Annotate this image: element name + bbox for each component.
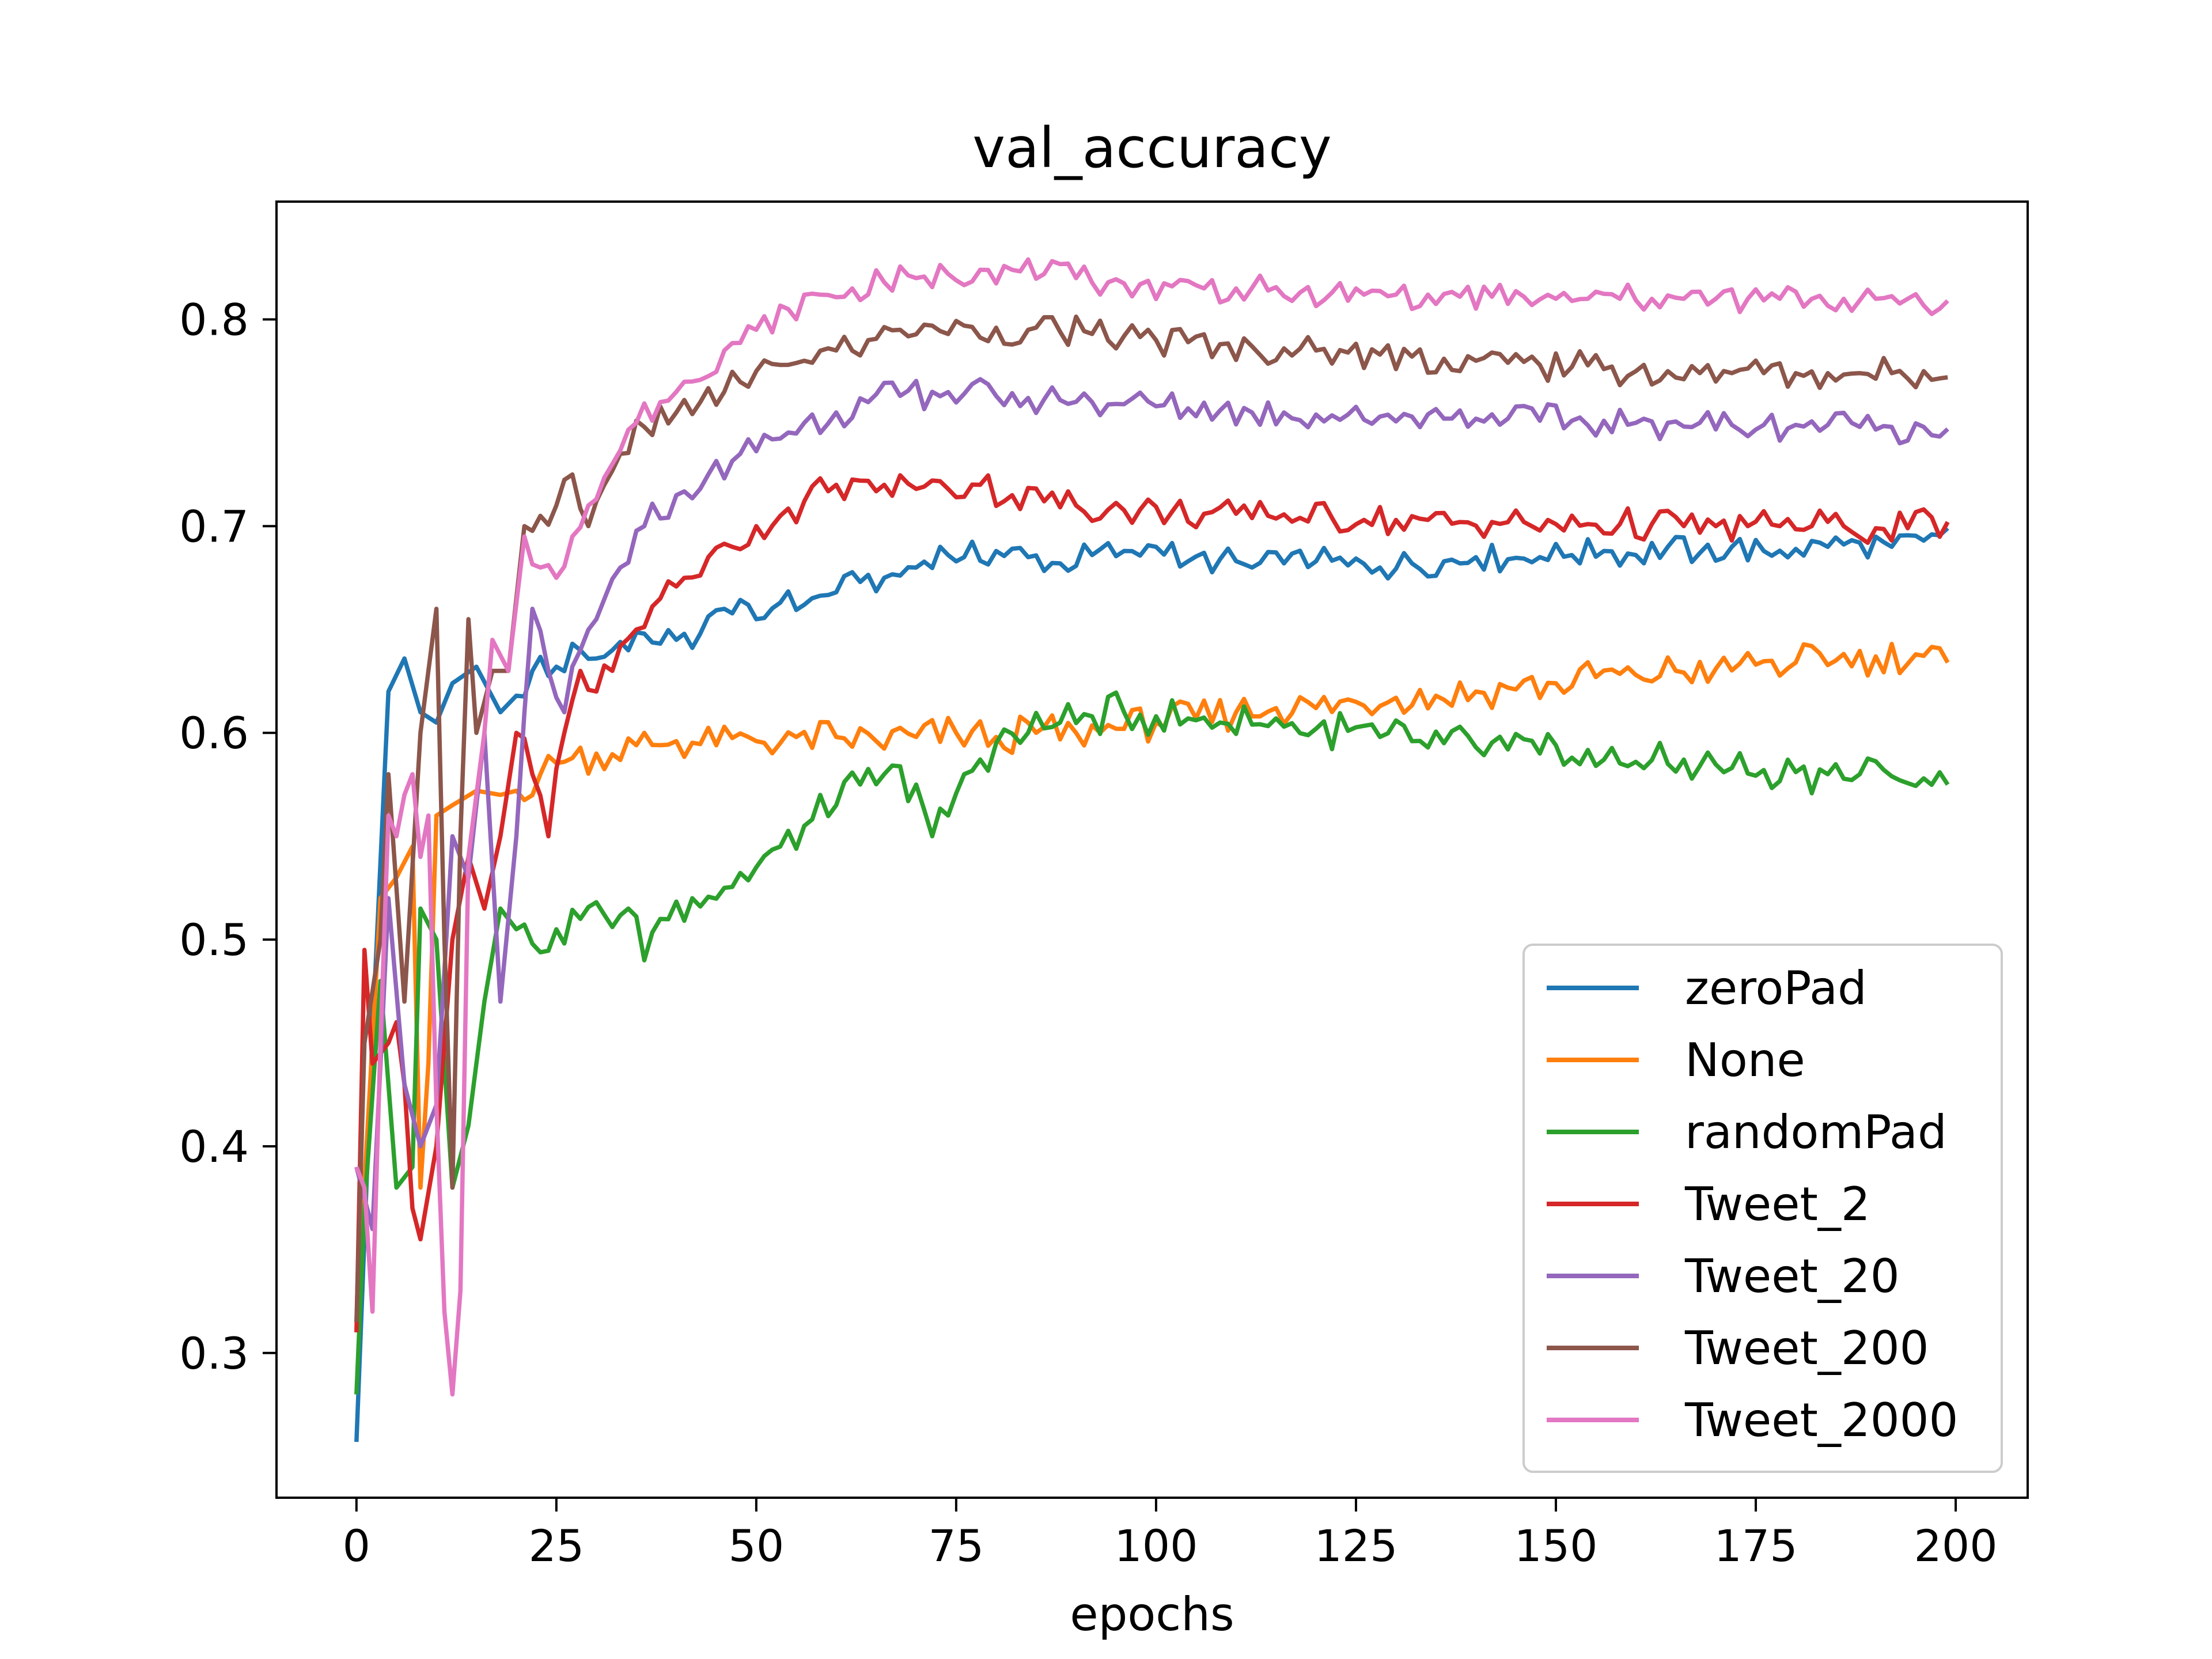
y-tick-label: 0.5 — [179, 914, 249, 965]
series-line-tweet-200 — [354, 314, 1948, 1323]
x-tick-label: 150 — [1514, 1520, 1597, 1571]
y-tick-label: 0.3 — [179, 1328, 249, 1379]
x-tick-label: 0 — [343, 1520, 370, 1571]
series-line-randompad — [354, 690, 1950, 1395]
legend-label: Tweet_2000 — [1684, 1393, 1958, 1447]
series-line-tweet-20 — [354, 377, 1949, 1232]
plot-area — [354, 257, 1950, 1442]
x-axis-label: epochs — [1070, 1588, 1234, 1641]
y-tick-label: 0.8 — [179, 294, 249, 346]
y-axis: 0.3 0.4 0.5 0.6 0.7 0.8 — [179, 294, 276, 1379]
plot-frame — [275, 200, 2029, 1499]
series-line-tweet-2000 — [354, 257, 1949, 1397]
legend-label: Tweet_200 — [1684, 1321, 1929, 1375]
x-tick-label: 100 — [1114, 1520, 1198, 1571]
x-tick-label: 75 — [929, 1520, 984, 1571]
legend: zeroPad None randomPad Tweet_2 Tweet_20 Tweet… — [1522, 944, 2003, 1473]
x-tick-label: 125 — [1314, 1520, 1397, 1571]
y-tick-label: 0.7 — [179, 501, 249, 552]
y-tick-label: 0.4 — [179, 1121, 249, 1172]
legend-box — [1522, 944, 2003, 1473]
x-tick-label: 200 — [1914, 1520, 1998, 1571]
legend-label: zeroPad — [1685, 961, 1867, 1015]
legend-label: Tweet_2 — [1684, 1177, 1870, 1231]
series-line-tweet-2 — [354, 473, 1950, 1332]
x-tick-label: 175 — [1714, 1520, 1798, 1571]
x-tick-label: 25 — [528, 1520, 584, 1571]
chart-title: val_accuracy — [972, 116, 1331, 180]
legend-label: randomPad — [1685, 1105, 1947, 1159]
series-line-none — [354, 642, 1950, 1323]
legend-label: None — [1685, 1033, 1805, 1087]
y-tick-label: 0.6 — [179, 707, 249, 759]
x-axis: 0 25 50 75 100 125 150 175 200 — [343, 1498, 1998, 1571]
x-tick-label: 50 — [729, 1520, 785, 1571]
legend-label: Tweet_20 — [1684, 1249, 1900, 1303]
